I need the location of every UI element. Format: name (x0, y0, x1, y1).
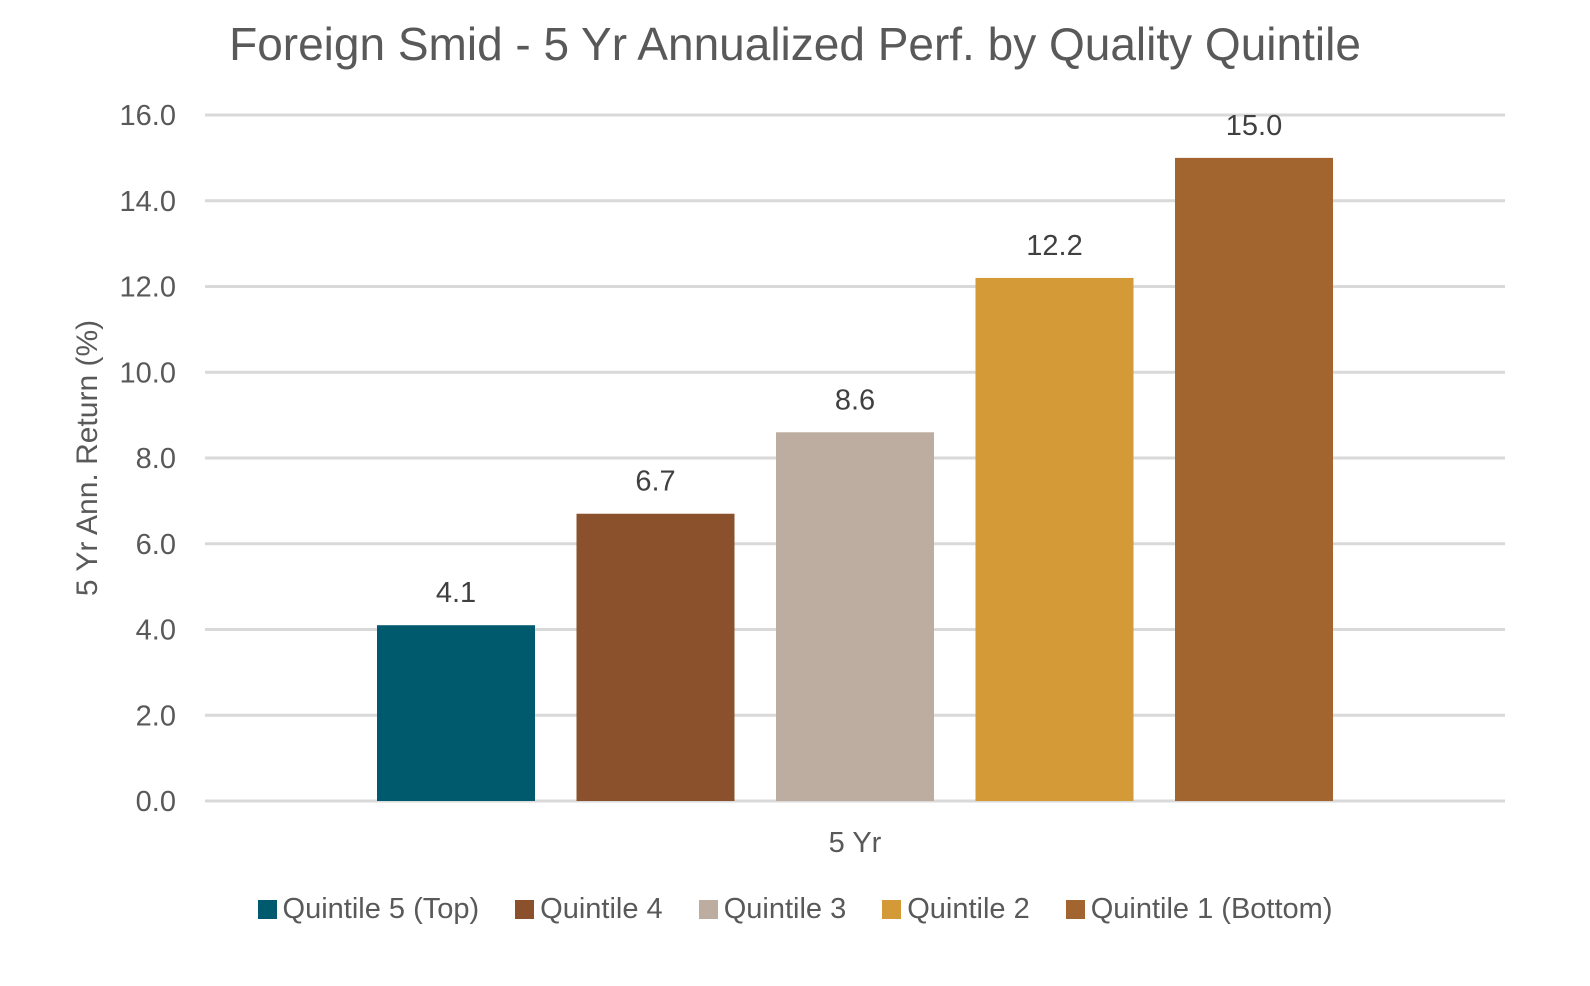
y-tick-label: 6.0 (136, 529, 176, 561)
legend-item: Quintile 2 (882, 893, 1030, 926)
bar (975, 277, 1134, 801)
legend-label: Quintile 2 (907, 893, 1030, 925)
y-tick-label: 10.0 (120, 357, 176, 389)
legend-swatch (698, 900, 718, 919)
legend-item: Quintile 1 (Bottom) (1065, 893, 1333, 926)
bar (1175, 157, 1333, 801)
bar (776, 432, 934, 801)
legend-label: Quintile 5 (Top) (282, 893, 480, 925)
y-tick-label: 8.0 (136, 443, 176, 475)
y-tick-label: 12.0 (120, 272, 176, 304)
y-tick-label: 4.0 (136, 615, 176, 647)
data-label: 4.1 (436, 577, 476, 609)
y-tick-label: 2.0 (136, 700, 176, 732)
data-labels: 4.1 6.7 8.6 12.2 15.0 (436, 110, 1282, 609)
y-axis-label: 5 Yr Ann. Return (%) (71, 320, 104, 596)
legend-item: Quintile 3 (698, 893, 847, 926)
bar (576, 513, 735, 801)
y-tick-label: 14.0 (120, 186, 176, 218)
legend-swatch (515, 900, 535, 919)
bars (377, 157, 1333, 801)
legend-label: Quintile 3 (723, 893, 847, 925)
legend-swatch (257, 900, 277, 919)
y-tick-label: 0.0 (136, 786, 176, 818)
legend-item: Quintile 4 (515, 893, 663, 926)
legend-item: Quintile 5 (Top) (257, 893, 480, 926)
x-category-label: 5 Yr (829, 827, 882, 859)
y-tick-label: 16.0 (120, 100, 176, 132)
legend: Quintile 5 (Top) Quintile 4 Quintile 3 Quin… (0, 893, 1590, 926)
legend-swatch (882, 900, 902, 919)
legend-label: Quintile 4 (540, 893, 663, 925)
data-label: 6.7 (635, 466, 675, 498)
legend-label: Quintile 1 (Bottom) (1090, 893, 1333, 925)
bar (377, 625, 535, 801)
y-tick-labels: 0.0 2.0 4.0 6.0 8.0 10.0 12.0 14.0 16.0 (120, 100, 176, 818)
data-label: 12.2 (1026, 230, 1082, 262)
legend-swatch (1065, 900, 1085, 919)
data-label: 15.0 (1226, 110, 1282, 142)
data-label: 8.6 (835, 384, 875, 416)
chart-title: Foreign Smid - 5 Yr Annualized Perf. by … (229, 18, 1361, 70)
